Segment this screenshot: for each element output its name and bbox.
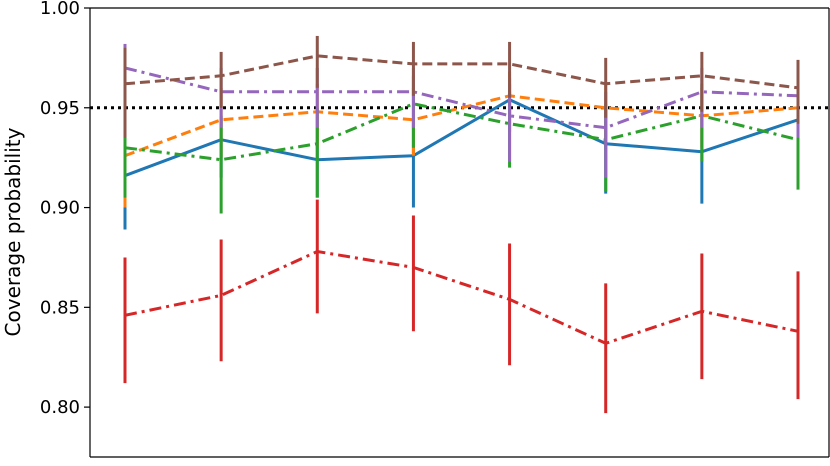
series-5: [123, 35, 800, 138]
series-line: [124, 94, 799, 158]
series-line: [124, 54, 799, 90]
series-layer: [123, 35, 800, 414]
y-tick-label: 1.00: [40, 0, 80, 19]
y-tick-label: 0.85: [40, 297, 80, 318]
series-line: [124, 98, 799, 178]
series-2: [123, 75, 800, 214]
y-axis-ticks: 0.80 0.85 0.90 0.95 1.00: [40, 0, 90, 418]
y-tick-label: 0.80: [40, 397, 80, 418]
series-line: [124, 102, 799, 162]
series-3: [123, 199, 800, 414]
y-tick-label: 0.95: [40, 98, 80, 119]
series-0: [123, 77, 800, 230]
series-line: [124, 250, 799, 345]
y-axis-label: Coverage probability: [1, 127, 25, 336]
plot-area: [89, 7, 830, 458]
y-tick-label: 0.90: [40, 198, 80, 219]
